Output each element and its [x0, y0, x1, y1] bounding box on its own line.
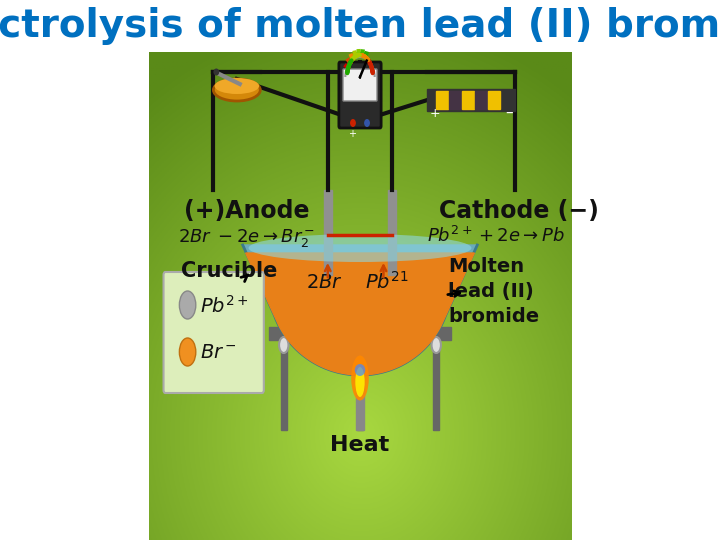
Text: –: – [505, 105, 513, 120]
Ellipse shape [213, 69, 220, 76]
Bar [357, 340, 363, 430]
Text: $Pb^{2+}$: $Pb^{2+}$ [200, 295, 249, 317]
Text: Crucible: Crucible [181, 261, 277, 281]
Ellipse shape [248, 234, 472, 262]
Text: +: + [348, 129, 356, 139]
Ellipse shape [355, 364, 365, 376]
Bar [488, 91, 500, 109]
Text: Electrolysis of molten lead (II) bromide: Electrolysis of molten lead (II) bromide [0, 7, 720, 45]
Ellipse shape [359, 75, 361, 79]
Bar [281, 340, 287, 430]
Text: $Pb^{21}$: $Pb^{21}$ [364, 271, 408, 293]
Bar [269, 327, 451, 340]
Text: Molten
lead (II)
bromide: Molten lead (II) bromide [448, 258, 539, 327]
Ellipse shape [431, 337, 441, 353]
Ellipse shape [355, 367, 365, 397]
Bar [462, 91, 474, 109]
Bar [475, 91, 487, 109]
Text: $Pb^{2+}+2e \rightarrow Pb$: $Pb^{2+}+2e \rightarrow Pb$ [428, 226, 565, 246]
Text: (+)Anode: (+)Anode [184, 199, 310, 223]
Ellipse shape [364, 119, 370, 127]
Ellipse shape [215, 78, 259, 94]
FancyBboxPatch shape [339, 62, 381, 128]
Bar [433, 340, 439, 430]
FancyBboxPatch shape [343, 69, 377, 101]
Polygon shape [246, 253, 474, 375]
Ellipse shape [213, 79, 261, 101]
Text: $2Br$: $2Br$ [307, 273, 343, 292]
Text: $Br^-$: $Br^-$ [200, 343, 238, 362]
Bar [356, 370, 364, 430]
Text: Heat: Heat [330, 435, 390, 455]
Bar [149, 0, 571, 52]
Polygon shape [243, 245, 477, 375]
Ellipse shape [179, 291, 196, 319]
Text: +: + [430, 107, 441, 120]
Bar [388, 190, 397, 275]
Bar [436, 91, 448, 109]
Ellipse shape [351, 355, 369, 401]
Ellipse shape [350, 119, 356, 127]
Bar [428, 89, 516, 111]
Bar [449, 91, 461, 109]
Bar [323, 190, 332, 275]
Ellipse shape [279, 337, 289, 353]
Ellipse shape [179, 338, 196, 366]
FancyBboxPatch shape [163, 272, 264, 393]
Text: $2Br\;-2e \rightarrow Br_2^-$: $2Br\;-2e \rightarrow Br_2^-$ [178, 227, 315, 249]
Text: Cathode (−): Cathode (−) [439, 199, 599, 223]
